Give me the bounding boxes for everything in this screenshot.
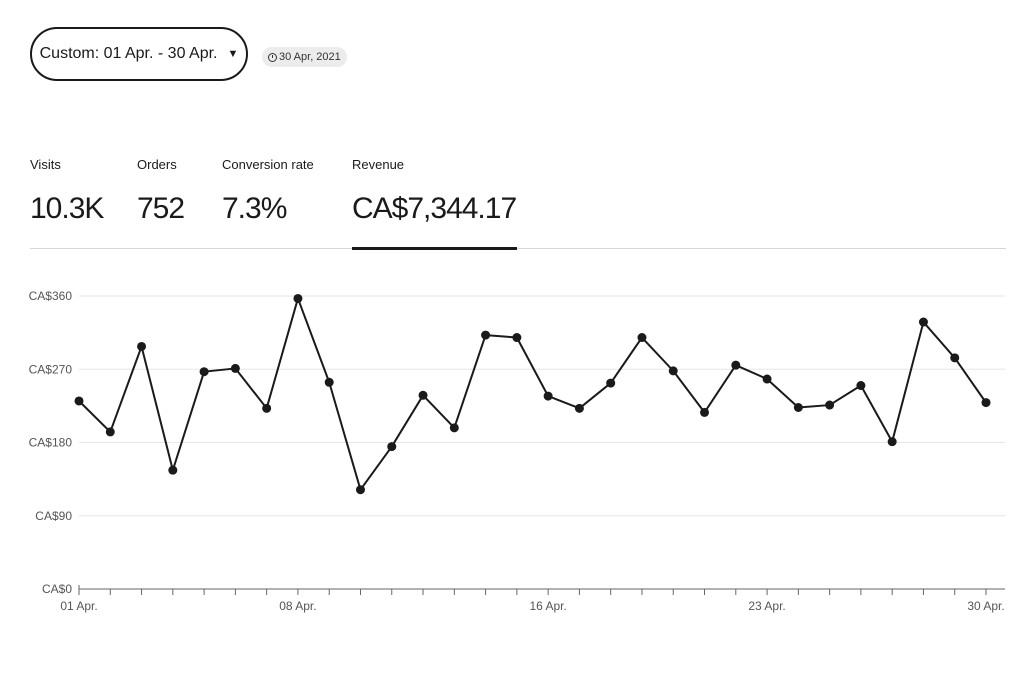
metric-value: 7.3% [222, 192, 287, 225]
x-tick-label: 01 Apr. [60, 599, 97, 613]
data-point[interactable] [230, 363, 240, 373]
chart-axes: CA$0 CA$90 CA$180 CA$270 CA$360 01 Apr. 08 Apr… [29, 289, 1005, 613]
chart-series [74, 293, 991, 495]
metric-label: Revenue [352, 157, 405, 172]
chart-gridlines [79, 295, 1005, 590]
metric-value: 10.3K [30, 192, 104, 225]
data-point[interactable] [105, 427, 115, 437]
data-point[interactable] [512, 333, 522, 343]
data-point[interactable] [637, 333, 647, 343]
data-point[interactable] [762, 374, 772, 384]
data-point[interactable] [700, 407, 710, 417]
x-tick-label: 08 Apr. [279, 599, 316, 613]
metric-label: Visits [30, 157, 61, 172]
metric-tabs-divider [30, 248, 1006, 249]
series-line [78, 297, 987, 491]
data-point[interactable] [481, 330, 491, 340]
data-point[interactable] [137, 341, 147, 351]
metric-tab-revenue[interactable]: Revenue CA$7,344.17 [352, 157, 517, 226]
data-point[interactable] [825, 400, 835, 410]
metric-label: Conversion rate [222, 157, 314, 172]
data-point[interactable] [856, 381, 866, 391]
x-tick-label: 16 Apr. [529, 599, 566, 613]
clock-icon [268, 52, 277, 62]
data-point[interactable] [574, 403, 584, 413]
y-tick-label: CA$270 [29, 362, 73, 376]
date-range-dropdown[interactable]: Custom: 01 Apr. - 30 Apr. ▼ [30, 27, 248, 81]
data-point[interactable] [293, 293, 303, 303]
data-point[interactable] [793, 403, 803, 413]
data-point[interactable] [887, 437, 897, 447]
data-point[interactable] [918, 317, 928, 327]
data-point[interactable] [606, 378, 616, 388]
metric-value: CA$7,344.17 [352, 192, 517, 225]
date-range-label: Custom: 01 Apr. - 30 Apr. [39, 45, 218, 62]
data-point[interactable] [74, 396, 84, 406]
x-tick-label: 23 Apr. [748, 599, 785, 613]
last-updated-text: 30 Apr, 2021 [279, 51, 341, 63]
revenue-line-chart: CA$0 CA$90 CA$180 CA$270 CA$360 01 Apr. 08 Apr… [29, 289, 1005, 613]
y-tick-label: CA$90 [35, 509, 72, 523]
y-tick-label: CA$0 [42, 582, 72, 596]
data-point[interactable] [981, 398, 991, 408]
metric-label: Orders [137, 157, 177, 172]
data-point[interactable] [355, 485, 365, 495]
x-tick-label: 30 Apr. [967, 599, 1004, 613]
data-point[interactable] [543, 391, 553, 401]
data-point[interactable] [668, 366, 678, 376]
chevron-down-icon: ▼ [227, 48, 239, 60]
data-point[interactable] [449, 423, 459, 433]
metric-tab-visits[interactable]: Visits 10.3K [30, 157, 104, 226]
metric-tab-orders[interactable]: Orders 752 [137, 157, 185, 226]
data-point[interactable] [324, 377, 334, 387]
metric-tab-conversion-rate[interactable]: Conversion rate 7.3% [222, 157, 314, 226]
data-point[interactable] [262, 403, 272, 413]
data-point[interactable] [199, 367, 209, 377]
metric-value: 752 [137, 192, 185, 225]
y-tick-label: CA$180 [29, 436, 73, 450]
active-tab-indicator [352, 247, 517, 250]
data-point[interactable] [950, 353, 960, 363]
data-point[interactable] [168, 465, 178, 475]
data-point[interactable] [418, 390, 428, 400]
y-tick-label: CA$360 [29, 289, 73, 303]
data-point[interactable] [731, 360, 741, 370]
last-updated-badge: 30 Apr, 2021 [262, 47, 347, 67]
data-point[interactable] [387, 442, 397, 452]
